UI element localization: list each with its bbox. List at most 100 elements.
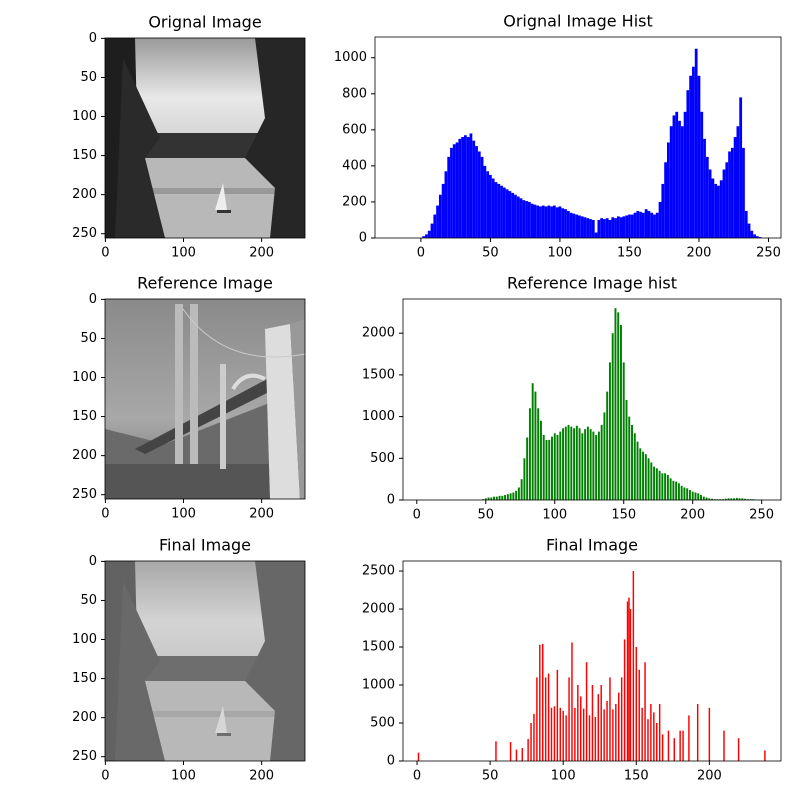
- bar: [447, 156, 451, 238]
- bar: [580, 696, 582, 761]
- bar: [571, 642, 573, 761]
- bar: [422, 236, 426, 238]
- bar: [578, 428, 581, 500]
- bar: [708, 169, 712, 238]
- bar: [605, 218, 609, 238]
- bar: [539, 420, 542, 500]
- bar: [719, 499, 722, 500]
- bar: [511, 192, 515, 238]
- bar: [528, 408, 531, 500]
- bar: [566, 210, 570, 238]
- y-tick-label: 250: [72, 749, 97, 764]
- bar: [703, 138, 706, 238]
- bar: [694, 492, 697, 500]
- axes-title: Reference Image: [137, 274, 273, 293]
- y-tick-label: 2000: [362, 602, 395, 617]
- bar: [623, 639, 626, 761]
- axes-title: Orignal Image Hist: [503, 12, 653, 31]
- x-tick-label: 100: [171, 246, 196, 261]
- bar: [615, 704, 617, 761]
- bar: [742, 147, 745, 238]
- y-tick-label: 1000: [362, 409, 395, 424]
- bar: [569, 212, 573, 238]
- bar: [575, 425, 578, 500]
- y-tick-label: 0: [359, 231, 367, 246]
- bar: [585, 662, 588, 761]
- bar: [522, 200, 526, 238]
- y-tick-label: 0: [89, 554, 97, 569]
- bar: [644, 209, 648, 238]
- bar: [527, 201, 531, 238]
- bar: [705, 156, 709, 238]
- x-tick-label: 0: [101, 507, 109, 522]
- bar: [692, 66, 695, 239]
- bar: [680, 485, 683, 500]
- bar: [438, 194, 442, 238]
- bar: [612, 709, 614, 761]
- x-tick-label: 0: [413, 508, 421, 523]
- bar: [509, 742, 512, 761]
- bar: [493, 496, 496, 500]
- x-tick-label: 100: [551, 769, 576, 784]
- bar: [517, 487, 520, 500]
- y-tick-label: 50: [80, 593, 97, 608]
- bar: [591, 685, 594, 761]
- bar: [666, 142, 670, 238]
- bar: [597, 694, 600, 761]
- bar: [498, 495, 501, 500]
- x-tick-label: 250: [749, 508, 774, 523]
- bar: [430, 223, 434, 238]
- bar: [489, 174, 492, 238]
- bar: [618, 692, 620, 761]
- bar: [622, 216, 626, 238]
- x-tick-label: 50: [482, 246, 499, 261]
- bar: [730, 498, 733, 500]
- bar: [490, 497, 493, 500]
- bar: [525, 201, 528, 238]
- bar: [559, 707, 562, 761]
- bar: [666, 474, 669, 500]
- bar: [628, 416, 631, 500]
- bar: [655, 468, 658, 500]
- y-tick-label: 2000: [362, 326, 395, 341]
- bar: [689, 75, 693, 239]
- x-tick-label: 50: [478, 508, 495, 523]
- y-tick-label: 150: [72, 148, 97, 163]
- bar: [544, 677, 547, 761]
- bar: [658, 704, 661, 761]
- axes-title: Final Image: [159, 536, 251, 555]
- bar: [644, 662, 646, 761]
- bar: [716, 499, 719, 500]
- bar: [594, 232, 598, 238]
- bar: [482, 499, 484, 500]
- bar: [550, 707, 553, 761]
- bar: [696, 704, 699, 761]
- y-tick-label: 600: [342, 122, 367, 137]
- x-tick-label: 100: [548, 246, 573, 261]
- bar: [556, 434, 559, 500]
- bar: [664, 162, 667, 238]
- axes-frame: [104, 298, 306, 500]
- y-tick-label: 100: [72, 109, 97, 124]
- bar: [697, 493, 700, 500]
- bar: [697, 75, 701, 239]
- bar: [508, 191, 512, 238]
- bar: [547, 673, 550, 761]
- bar: [700, 111, 704, 238]
- bar: [655, 212, 659, 238]
- y-tick-label: 0: [89, 292, 97, 307]
- bar: [724, 498, 727, 500]
- bar: [664, 473, 667, 500]
- bar: [628, 214, 631, 238]
- bar: [530, 723, 532, 761]
- bar: [450, 147, 453, 238]
- bar: [436, 205, 439, 238]
- bar: [545, 439, 548, 500]
- y-tick-label: 250: [72, 226, 97, 241]
- bar: [650, 462, 653, 500]
- y-tick-label: 1500: [362, 640, 395, 655]
- bar: [708, 498, 711, 500]
- bar: [494, 182, 498, 238]
- bar: [565, 715, 567, 761]
